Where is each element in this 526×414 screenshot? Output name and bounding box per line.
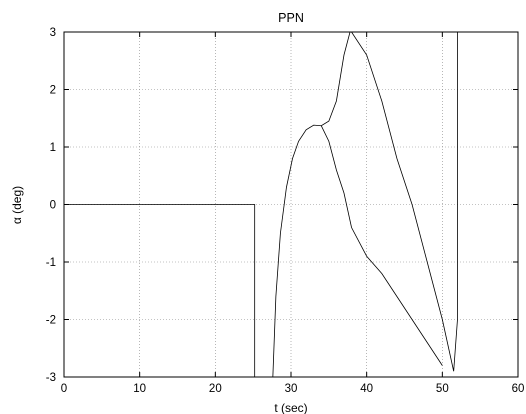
series-line-0 bbox=[64, 32, 351, 377]
y-tick-label: 0 bbox=[50, 200, 56, 212]
y-tick-label: -2 bbox=[46, 315, 56, 327]
x-tick-label: 10 bbox=[133, 383, 146, 395]
tick-labels: 0 10 20 30 40 50 60 -3 -2 -1 0 1 2 3 bbox=[46, 27, 525, 395]
x-tick-label: 40 bbox=[360, 383, 373, 395]
y-tick-label: -1 bbox=[46, 257, 56, 269]
x-tick-label: 20 bbox=[209, 383, 222, 395]
x-tick-label: 30 bbox=[285, 383, 298, 395]
x-axis-label: t (sec) bbox=[274, 401, 307, 414]
x-tick-label: 50 bbox=[436, 383, 449, 395]
series-line-2 bbox=[351, 32, 458, 372]
x-tick-label: 0 bbox=[61, 383, 67, 395]
tick-marks bbox=[63, 31, 519, 378]
series-lines bbox=[64, 32, 458, 377]
series-line-1 bbox=[320, 125, 443, 366]
y-axis-label: α (deg) bbox=[10, 186, 24, 224]
y-tick-label: 2 bbox=[50, 85, 56, 97]
y-tick-label: -3 bbox=[46, 372, 56, 384]
chart-title: PPN bbox=[278, 11, 304, 25]
y-tick-label: 1 bbox=[50, 142, 56, 154]
y-tick-label: 3 bbox=[50, 27, 56, 39]
x-tick-label: 60 bbox=[512, 383, 525, 395]
